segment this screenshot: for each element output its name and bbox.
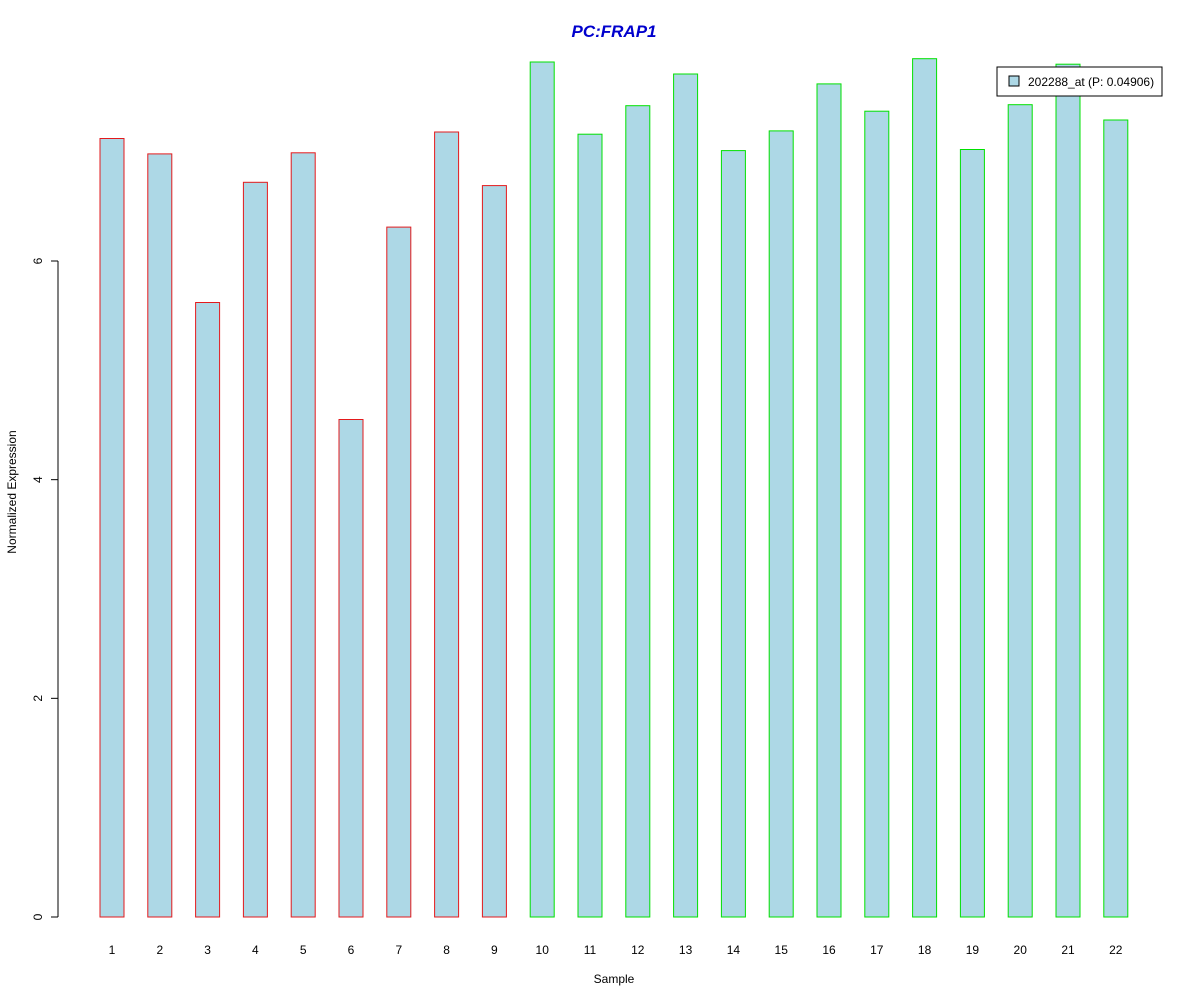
x-tick-label: 12 [631,943,645,957]
bar-sample-13 [673,73,699,918]
chart-title: PC:FRAP1 [571,22,656,41]
bars [99,58,1129,918]
legend-label: 202288_at (P: 0.04906) [1028,75,1154,89]
y-axis-title: Normalized Expression [5,430,19,553]
y-tick-label: 6 [31,257,45,264]
x-axis-title: Sample [594,972,635,986]
x-tick-label: 20 [1014,943,1028,957]
y-tick-label: 4 [31,476,45,483]
legend-swatch [1008,75,1020,87]
bar-sample-18 [912,58,938,918]
bar-sample-2 [147,153,173,918]
x-tick-label: 3 [204,943,211,957]
bar-sample-7 [386,226,412,918]
x-tick-label: 16 [822,943,836,957]
x-tick-label: 13 [679,943,693,957]
x-tick-label: 10 [536,943,550,957]
bar-sample-3 [195,302,221,918]
y-axis: 0 2 4 6 [31,257,59,920]
x-tick-label: 15 [775,943,789,957]
y-tick-label: 0 [31,913,45,920]
bar-sample-6 [338,419,364,918]
bar-sample-10 [529,61,555,918]
legend-box [996,66,1163,97]
bar-sample-4 [242,181,268,918]
x-tick-label: 14 [727,943,741,957]
x-tick-label: 11 [584,943,597,957]
bar-sample-5 [290,152,316,918]
x-tick-label: 19 [966,943,980,957]
x-tick-label: 22 [1109,943,1123,957]
bar-sample-9 [481,185,507,918]
x-tick-label: 21 [1061,943,1075,957]
bar-sample-21 [1055,63,1081,918]
bar-sample-12 [625,105,651,918]
x-tick-labels: 1 2 3 4 5 6 7 8 9 10 11 12 13 14 15 16 17 18 19 20 21 22 [109,943,1123,957]
x-tick-label: 9 [491,943,498,957]
x-tick-label: 17 [870,943,884,957]
x-tick-label: 8 [443,943,450,957]
x-tick-label: 18 [918,943,932,957]
bar-sample-15 [768,130,794,918]
legend: 202288_at (P: 0.04906) [996,66,1163,97]
bar-sample-19 [959,149,985,918]
bar-sample-22 [1103,119,1129,918]
bar-sample-16 [816,83,842,918]
x-tick-label: 6 [348,943,355,957]
bar-sample-20 [1007,104,1033,918]
bar-sample-17 [864,110,890,918]
y-tick-label: 2 [31,695,45,702]
bar-sample-14 [720,150,746,918]
x-tick-label: 2 [156,943,163,957]
x-tick-label: 7 [395,943,402,957]
bar-sample-11 [577,133,603,918]
x-tick-label: 5 [300,943,307,957]
x-tick-label: 1 [109,943,116,957]
bar-sample-8 [434,131,460,918]
x-tick-label: 4 [252,943,259,957]
bar-sample-1 [99,138,125,918]
